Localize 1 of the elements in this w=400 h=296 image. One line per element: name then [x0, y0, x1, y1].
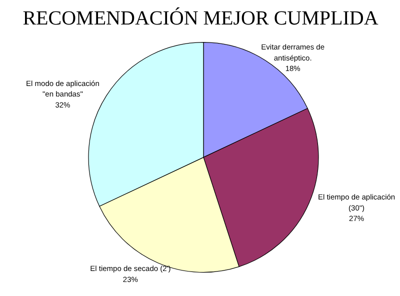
chart-title: RECOMENDACIÓN MEJOR CUMPLIDA — [22, 6, 379, 30]
